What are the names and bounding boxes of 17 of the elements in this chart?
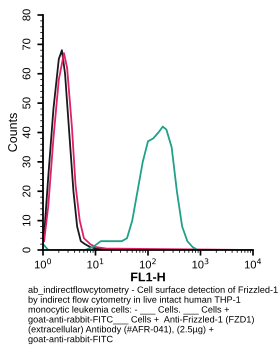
y-tick-label: 50 bbox=[22, 97, 30, 109]
y-tick-label: 60 bbox=[22, 68, 30, 80]
y-tick-label: 0 bbox=[22, 247, 30, 253]
y-tick-label: 10 bbox=[22, 214, 30, 226]
y-tick-label: 80 bbox=[22, 9, 30, 21]
x-tick-label: 10$^{4}$ bbox=[244, 258, 262, 268]
x-tick-label: 10$^{1}$ bbox=[87, 258, 104, 268]
x-axis-title: FL1-H bbox=[131, 272, 165, 282]
y-axis-title: Counts bbox=[8, 113, 17, 152]
y-tick-label: 70 bbox=[22, 38, 30, 50]
x-tick-label: 10$^{0}$ bbox=[34, 258, 52, 268]
x-tick-label: 10$^{2}$ bbox=[140, 258, 156, 268]
x-tick-label: 10$^{3}$ bbox=[192, 258, 208, 268]
y-tick-label: 20 bbox=[22, 186, 30, 197]
text: ab_indirectflowcytometry - Cell surface detection of Frizzled-1 by indirect flow cytometry in live intact human THP-1 monocytic leukemia cells: - ___ Cells. ___ Cells + goat-anti-rabbit-FITC___ Cells + Anti-Frizzled-1 (FZD1) (extracellular) Antibody (#AFR-041), (2.5µg) + goat-anti-rabbit-FITC bbox=[28, 286, 278, 344]
y-tick-label: 40 bbox=[22, 126, 30, 138]
y-tick-label: 30 bbox=[22, 156, 30, 168]
